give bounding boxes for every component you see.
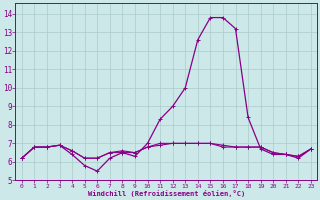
X-axis label: Windchill (Refroidissement éolien,°C): Windchill (Refroidissement éolien,°C) (88, 190, 245, 197)
